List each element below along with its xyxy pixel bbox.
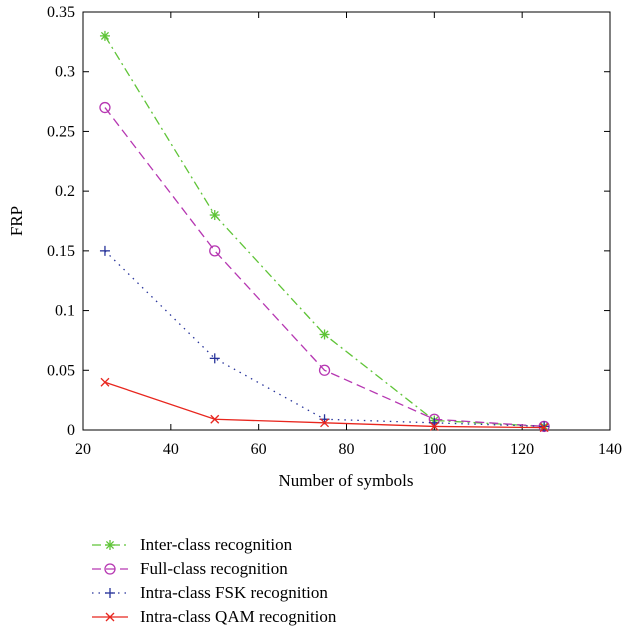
y-tick-label: 0.25 (47, 123, 75, 140)
legend-label: Full-class recognition (140, 559, 288, 578)
legend-marker (105, 612, 115, 622)
legend-marker (105, 588, 115, 598)
legend-entry: Full-class recognition (92, 559, 288, 578)
data-point (209, 210, 220, 221)
data-point (99, 101, 111, 114)
data-point (319, 329, 330, 340)
series-line (104, 35, 545, 428)
data-point (539, 423, 549, 433)
legend-marker (104, 563, 116, 575)
y-tick-label: 0 (67, 422, 75, 439)
y-tick-label: 0.05 (47, 362, 75, 379)
x-tick-label: 60 (251, 441, 267, 458)
y-tick-label: 0.3 (55, 64, 75, 81)
data-point (100, 377, 110, 387)
legend-marker (105, 540, 115, 550)
legend-label: Intra-class FSK recognition (140, 583, 328, 602)
legend-label: Intra-class QAM recognition (140, 607, 337, 626)
x-tick-label: 100 (422, 441, 446, 458)
data-point (539, 421, 550, 432)
y-tick-label: 0.1 (55, 303, 75, 320)
data-point (99, 245, 110, 256)
y-axis-title: FRP (7, 206, 26, 236)
data-point (209, 353, 220, 364)
series-3 (100, 377, 549, 433)
x-axis-title: Number of symbols (278, 471, 413, 490)
series-0 (99, 30, 550, 432)
x-tick-label: 120 (510, 441, 534, 458)
y-tick-label: 0.35 (47, 4, 75, 21)
axis-ticks: 20 40 60 80 100 120 140 0 0.05 0.1 0.15 0.2 0.25 0.3 0… (47, 4, 622, 458)
x-tick-label: 40 (163, 441, 179, 458)
y-tick-label: 0.15 (47, 243, 75, 260)
data-point (210, 414, 220, 424)
data-point (99, 30, 110, 41)
data-point (320, 418, 330, 428)
legend-entry: Inter-class recognition (92, 535, 293, 554)
data-point (209, 245, 221, 257)
x-tick-label: 140 (598, 441, 622, 458)
series-1 (99, 101, 550, 433)
x-tick-label: 20 (75, 441, 91, 458)
series-layer (99, 30, 550, 433)
legend-entry: Intra-class FSK recognition (92, 583, 328, 602)
data-point (429, 421, 439, 431)
legend: Inter-class recognition Full-class recogn… (92, 535, 337, 626)
x-tick-label: 80 (339, 441, 355, 458)
legend-label: Inter-class recognition (140, 535, 293, 554)
data-point (318, 364, 331, 376)
plot-frame (82, 11, 611, 431)
y-tick-label: 0.2 (55, 183, 75, 200)
series-line (104, 107, 545, 428)
legend-entry: Intra-class QAM recognition (92, 607, 337, 626)
